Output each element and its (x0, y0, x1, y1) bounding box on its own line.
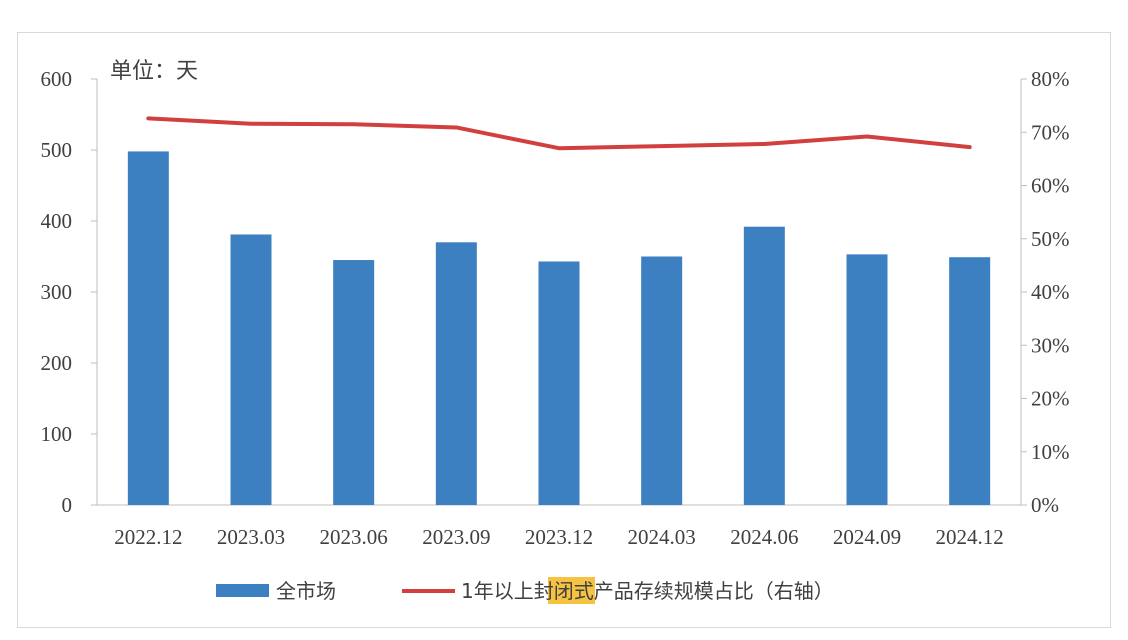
right-tick-label: 20% (1031, 387, 1070, 411)
bar (846, 254, 888, 505)
x-tick-label: 2022.12 (114, 525, 182, 549)
right-axis-ticks: 0% 10% 20% 30% 40% 50% 60% 70% 80% (1021, 67, 1070, 517)
x-tick-label: 2023.06 (320, 525, 388, 549)
x-tick-label: 2024.09 (833, 525, 901, 549)
left-tick-label: 100 (41, 422, 73, 446)
right-tick-label: 70% (1031, 120, 1070, 144)
left-tick-label: 0 (62, 493, 73, 517)
x-tick-label: 2024.03 (628, 525, 696, 549)
x-tick-label: 2024.12 (936, 525, 1004, 549)
legend-bar-label: 全市场 (276, 579, 336, 603)
bar (435, 242, 477, 506)
right-tick-label: 0% (1031, 493, 1059, 517)
x-tick-label: 2023.09 (422, 525, 490, 549)
right-tick-label: 10% (1031, 440, 1070, 464)
bar (230, 234, 272, 506)
legend-line-label: 1年以上封闭式产品存续规模占比（右轴） (461, 579, 834, 603)
left-tick-label: 500 (41, 138, 73, 162)
bar (641, 256, 683, 505)
right-tick-label: 30% (1031, 333, 1070, 357)
legend-bar-swatch (216, 584, 269, 597)
left-tick-label: 200 (41, 351, 73, 375)
bar-series (127, 151, 991, 506)
ratio-line (146, 116, 972, 151)
bar (949, 257, 991, 505)
legend-highlight (548, 577, 595, 604)
legend-line-label-before: 1年以上 (461, 579, 534, 603)
legend-line-label-after: 式产品存续规模占比（右轴） (574, 579, 834, 603)
x-tick-label: 2023.03 (217, 525, 285, 549)
legend: 全市场 1年以上封闭式产品存续规模占比（右轴） (216, 577, 834, 604)
legend-line-label-highlight: 封闭 (534, 579, 574, 603)
bar (743, 226, 785, 505)
right-tick-label: 50% (1031, 227, 1070, 251)
right-tick-label: 40% (1031, 280, 1070, 304)
unit-label: 单位：天 (110, 59, 198, 84)
right-tick-label: 60% (1031, 174, 1070, 198)
right-tick-label: 80% (1031, 67, 1070, 91)
left-tick-label: 400 (41, 209, 73, 233)
bar (333, 260, 375, 505)
left-tick-label: 300 (41, 280, 73, 304)
x-axis-ticks: 2022.12 2023.03 2023.06 2023.09 2023.12 2024.… (114, 525, 1004, 549)
x-tick-label: 2024.06 (730, 525, 798, 549)
bar (538, 261, 580, 505)
bar (127, 151, 169, 506)
line-series (146, 116, 972, 151)
left-axis-ticks: 0 100 200 300 400 500 600 (41, 67, 97, 517)
x-tick-label: 2023.12 (525, 525, 593, 549)
left-tick-label: 600 (41, 67, 73, 91)
